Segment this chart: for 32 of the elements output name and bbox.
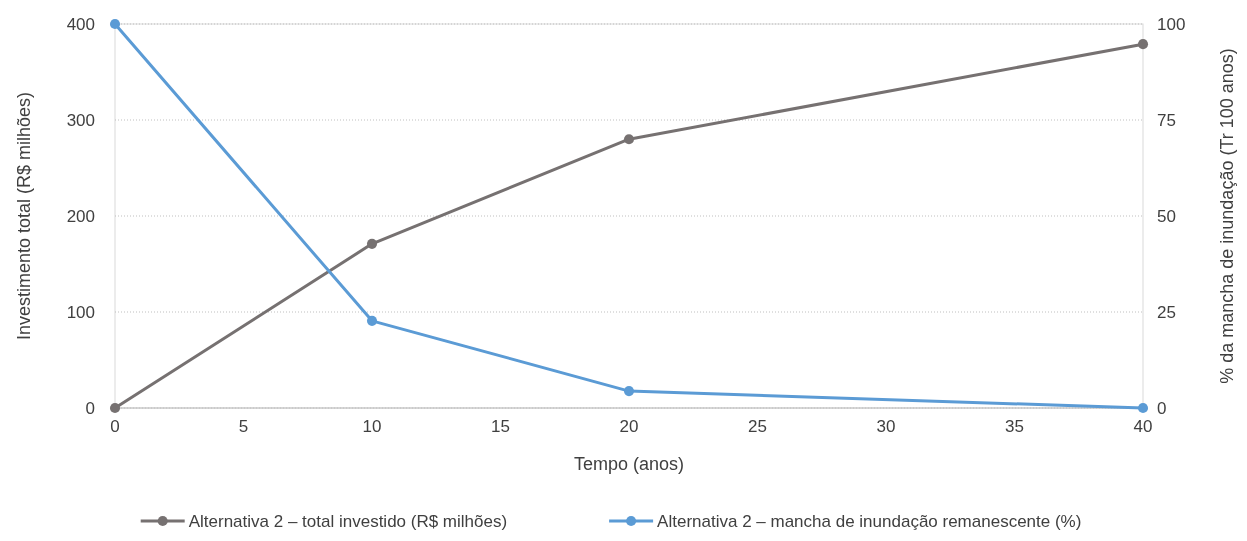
y-tick-label: 400 [66,15,95,34]
point [366,315,378,326]
y2-tick-label: 100 [1157,15,1186,34]
point [1137,39,1149,50]
y2-tick-label: 75 [1157,111,1176,130]
legend-label: Alternativa 2 – total investido (R$ milhões) [188,512,508,531]
y2-tick-label: 25 [1157,303,1176,322]
x-tick-label: 10 [362,417,382,436]
x-tick-label: 30 [876,417,896,436]
point [109,402,121,414]
y-axis-title: Investimento total (R$ milhões) [14,91,34,341]
point [109,18,121,30]
y2-axis-title: % da mancha de inundação (Tr 100 anos) [1217,48,1237,384]
point [366,238,378,249]
x-tick-label: 20 [619,417,639,436]
y-tick-label: 0 [85,399,95,418]
y-tick-label: 200 [66,207,95,226]
x-tick-label: 40 [1133,417,1153,436]
point [1137,402,1149,414]
legend-label: Alternativa 2 – mancha de inundação remanescente (%) [657,512,1082,531]
x-tick-label: 0 [110,417,120,436]
x-axis-title: Tempo (anos) [573,454,685,474]
y-tick-label: 300 [66,111,95,130]
point [623,134,635,145]
y-tick-label: 100 [66,303,95,322]
point [623,386,635,397]
x-tick-label: 35 [1005,417,1024,436]
x-tick-label: 25 [748,417,767,436]
y2-tick-label: 0 [1157,399,1167,418]
x-tick-label: 5 [238,417,249,436]
y2-tick-label: 50 [1157,207,1176,226]
x-tick-label: 15 [491,417,510,436]
